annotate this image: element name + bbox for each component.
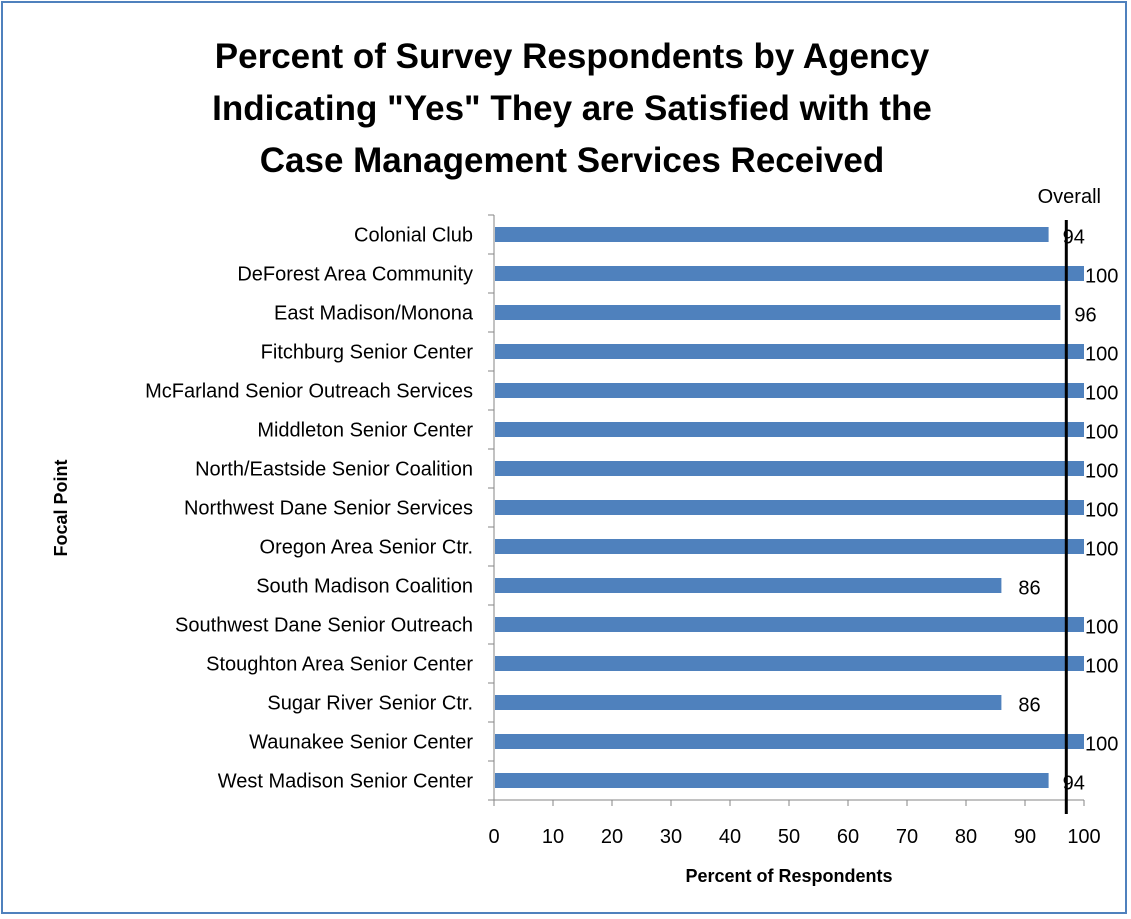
data-label: 86 (1018, 695, 1040, 717)
y-axis-title: Focal Point (51, 459, 71, 556)
data-label: 96 (1074, 305, 1096, 327)
bar (495, 773, 1049, 788)
bar (495, 695, 1002, 710)
category-label: Oregon Area Senior Ctr. (260, 537, 473, 559)
chart-title-line-1: Percent of Survey Respondents by Agency (215, 37, 930, 76)
bar (495, 500, 1084, 515)
data-label: 100 (1085, 344, 1118, 366)
data-label: 100 (1085, 656, 1118, 678)
category-label: Sugar River Senior Ctr. (267, 693, 473, 715)
bar (495, 539, 1084, 554)
data-label: 86 (1018, 578, 1040, 600)
x-tick-label: 60 (837, 826, 859, 848)
data-label: 94 (1063, 773, 1085, 795)
x-tick-label: 100 (1067, 826, 1100, 848)
data-label: 100 (1085, 422, 1118, 444)
x-tick-label: 90 (1014, 826, 1036, 848)
data-label: 100 (1085, 383, 1118, 405)
category-label: North/Eastside Senior Coalition (195, 459, 473, 481)
bar (495, 461, 1084, 476)
chart-title: Percent of Survey Respondents by Agency … (212, 37, 932, 180)
x-tick-label: 80 (955, 826, 977, 848)
data-label: 100 (1085, 500, 1118, 522)
category-label: Middleton Senior Center (257, 420, 473, 442)
bar (495, 578, 1002, 593)
bar (495, 734, 1084, 749)
category-label: West Madison Senior Center (218, 771, 474, 793)
bars (495, 227, 1084, 788)
category-label: South Madison Coalition (256, 576, 473, 598)
x-tick-labels: 0 10 20 30 40 50 60 70 80 90 100 (488, 826, 1100, 848)
category-labels: Colonial Club DeForest Area Community East… (145, 225, 474, 793)
category-label: Southwest Dane Senior Outreach (175, 615, 473, 637)
data-label: 94 (1063, 227, 1085, 249)
x-tick-label: 70 (896, 826, 918, 848)
bar (495, 383, 1084, 398)
bar (495, 656, 1084, 671)
category-label: DeForest Area Community (237, 264, 473, 286)
chart-title-line-3: Case Management Services Received (260, 141, 885, 180)
x-axis-title: Percent of Respondents (685, 866, 892, 886)
x-tick-label: 40 (719, 826, 741, 848)
category-label: Waunakee Senior Center (249, 732, 473, 754)
x-tick-label: 50 (778, 826, 800, 848)
bar (495, 422, 1084, 437)
category-label: East Madison/Monona (274, 303, 474, 325)
x-tick-label: 10 (542, 826, 564, 848)
category-label: Colonial Club (354, 225, 473, 247)
data-label: 100 (1085, 539, 1118, 561)
bar (495, 266, 1084, 281)
category-label: Fitchburg Senior Center (261, 342, 474, 364)
x-tick-label: 30 (660, 826, 682, 848)
category-label: McFarland Senior Outreach Services (145, 381, 473, 403)
data-label: 100 (1085, 461, 1118, 483)
bar (495, 305, 1061, 320)
bar (495, 344, 1084, 359)
bar (495, 227, 1049, 242)
overall-reference-label: Overall (1038, 186, 1101, 208)
bar (495, 617, 1084, 632)
category-label: Northwest Dane Senior Services (184, 498, 473, 520)
category-label: Stoughton Area Senior Center (206, 654, 473, 676)
data-label: 100 (1085, 617, 1118, 639)
x-tick-label: 0 (488, 826, 499, 848)
overall-reference: Overall (1038, 186, 1101, 814)
data-label: 100 (1085, 734, 1118, 756)
axes (488, 214, 1085, 806)
data-label: 100 (1085, 266, 1118, 288)
chart-title-line-2: Indicating "Yes" They are Satisfied with… (212, 89, 932, 128)
x-tick-label: 20 (601, 826, 623, 848)
